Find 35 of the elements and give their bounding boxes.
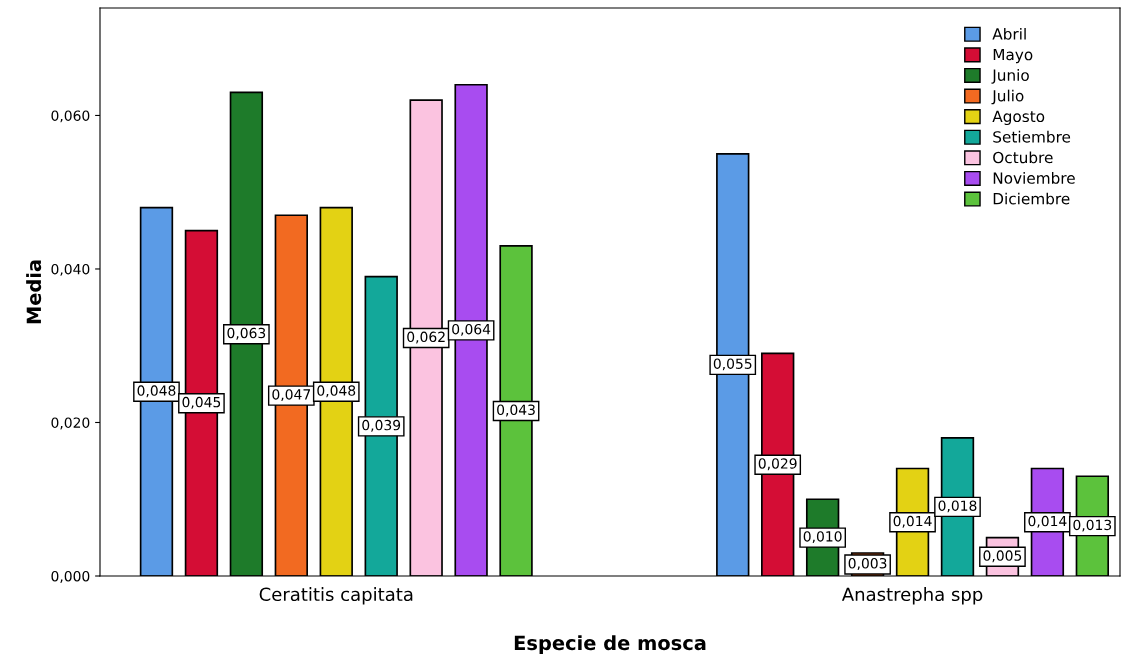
legend-label: Junio — [991, 69, 1029, 84]
data-label: 0,003 — [848, 558, 887, 570]
data-label: 0,039 — [362, 419, 401, 432]
legend-label: Julio — [991, 89, 1024, 105]
legend-label: Setiembre — [993, 130, 1071, 143]
y-tick-label: 0,040 — [51, 263, 90, 276]
data-label: 0,045 — [182, 396, 221, 409]
legend-label: Agosto — [992, 110, 1045, 126]
x-tick-label: Anastrepha spp — [841, 587, 983, 605]
x-axis-title: Especie de mosca — [514, 635, 706, 654]
legend-label: Abril — [992, 27, 1026, 40]
legend-label: Diciembre — [993, 192, 1070, 205]
legend-label: Mayo — [993, 48, 1033, 64]
data-label: 0,029 — [758, 458, 797, 471]
data-label: 0,063 — [227, 327, 266, 340]
data-label: 0,064 — [452, 323, 491, 336]
data-label: 0,062 — [407, 331, 445, 344]
y-tick-label: 0,000 — [51, 570, 90, 583]
data-label: 0,013 — [1073, 519, 1112, 532]
legend-label: Noviembre — [993, 172, 1075, 184]
data-label: 0,014 — [893, 515, 932, 528]
data-label: 0,018 — [938, 500, 977, 513]
data-label: 0,047 — [272, 389, 311, 402]
data-label: 0,014 — [1028, 515, 1067, 528]
data-label: 0,005 — [983, 550, 1022, 563]
y-axis-title: Media — [26, 260, 42, 324]
x-tick-label: Ceratitis capitata — [259, 587, 413, 605]
data-label: 0,043 — [497, 404, 535, 417]
data-label: 0,048 — [137, 385, 176, 398]
data-label: 0,048 — [317, 385, 356, 398]
legend-label: Octubre — [993, 151, 1053, 164]
data-label: 0,055 — [713, 358, 752, 371]
y-tick-label: 0,020 — [51, 417, 90, 430]
data-label: 0,010 — [803, 531, 842, 544]
y-tick-label: 0,060 — [51, 110, 90, 123]
